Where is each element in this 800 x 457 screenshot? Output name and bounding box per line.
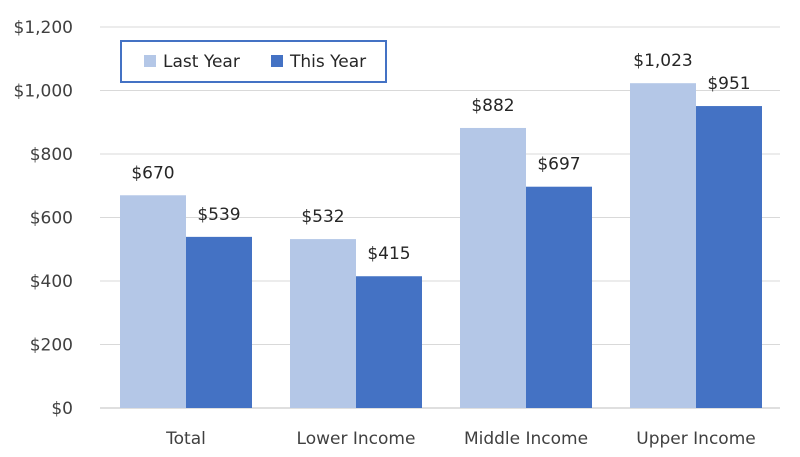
x-category-label: Total (165, 429, 206, 449)
y-tick-label: $200 (30, 336, 73, 356)
legend-swatch-this-year (271, 55, 283, 67)
bar-last-year (120, 195, 186, 408)
x-category-label: Lower Income (297, 429, 416, 449)
data-label: $532 (301, 207, 344, 227)
data-label: $882 (471, 96, 514, 116)
data-label: $670 (131, 163, 174, 183)
x-category-label: Upper Income (636, 429, 755, 449)
data-label: $1,023 (633, 51, 692, 71)
bars (120, 83, 762, 409)
y-tick-label: $0 (51, 399, 73, 419)
y-tick-label: $600 (30, 209, 73, 229)
legend: Last Year This Year (120, 40, 387, 83)
y-tick-label: $1,000 (14, 82, 73, 102)
bar-last-year (290, 239, 356, 408)
data-label: $539 (197, 205, 240, 225)
bar-this-year (356, 276, 422, 408)
x-category-label: Middle Income (464, 429, 588, 449)
legend-label-this-year: This Year (289, 52, 366, 72)
data-label: $697 (537, 155, 580, 175)
legend-swatch-last-year (144, 55, 156, 67)
bar-this-year (186, 236, 252, 408)
legend-frame (120, 40, 387, 83)
bar-this-year (526, 186, 592, 408)
y-tick-label: $800 (30, 145, 73, 165)
y-axis-tick-labels: $0 $200 $400 $600 $800 $1,000 $1,200 (14, 18, 73, 419)
y-tick-label: $1,200 (14, 18, 73, 38)
data-label: $415 (367, 244, 410, 264)
data-labels: $670 $539 $532 $415 $882 $697 $1,023 $951 (131, 51, 750, 264)
x-axis-category-labels: Total Lower Income Middle Income Upper Inco… (165, 429, 756, 449)
data-label: $951 (707, 74, 750, 94)
legend-label-last-year: Last Year (163, 52, 240, 72)
bar-last-year (630, 83, 696, 408)
y-tick-label: $400 (30, 272, 73, 292)
bar-this-year (696, 106, 762, 409)
bar-last-year (460, 127, 526, 408)
